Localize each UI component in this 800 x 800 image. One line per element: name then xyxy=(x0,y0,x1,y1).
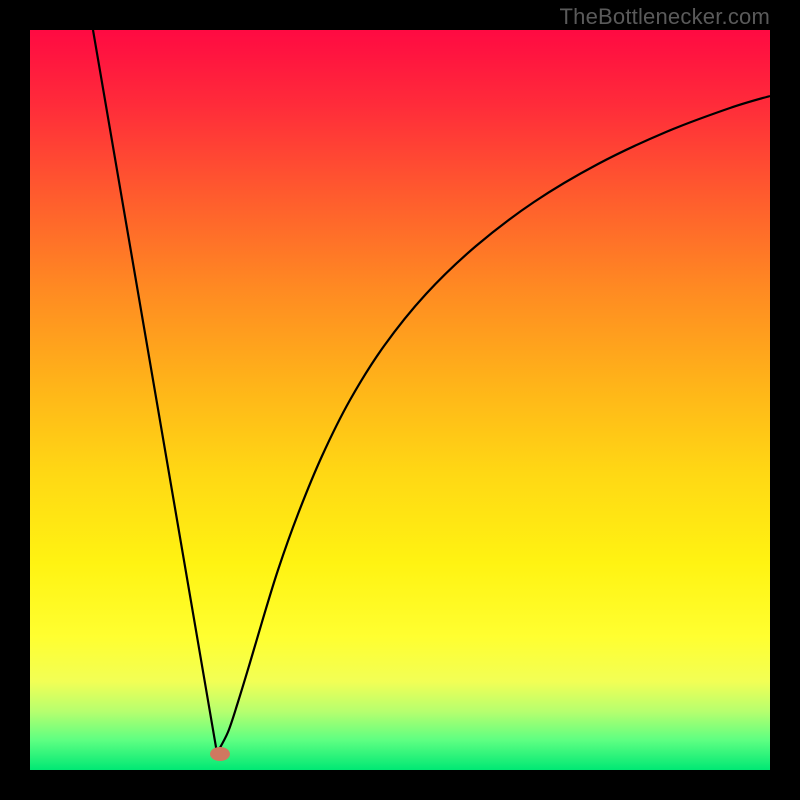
watermark-text: TheBottlenecker.com xyxy=(560,4,770,30)
plot-svg xyxy=(30,30,770,770)
vertex-marker xyxy=(210,747,230,761)
gradient-background xyxy=(30,30,770,770)
plot-area xyxy=(30,30,770,770)
chart-frame: TheBottlenecker.com xyxy=(0,0,800,800)
